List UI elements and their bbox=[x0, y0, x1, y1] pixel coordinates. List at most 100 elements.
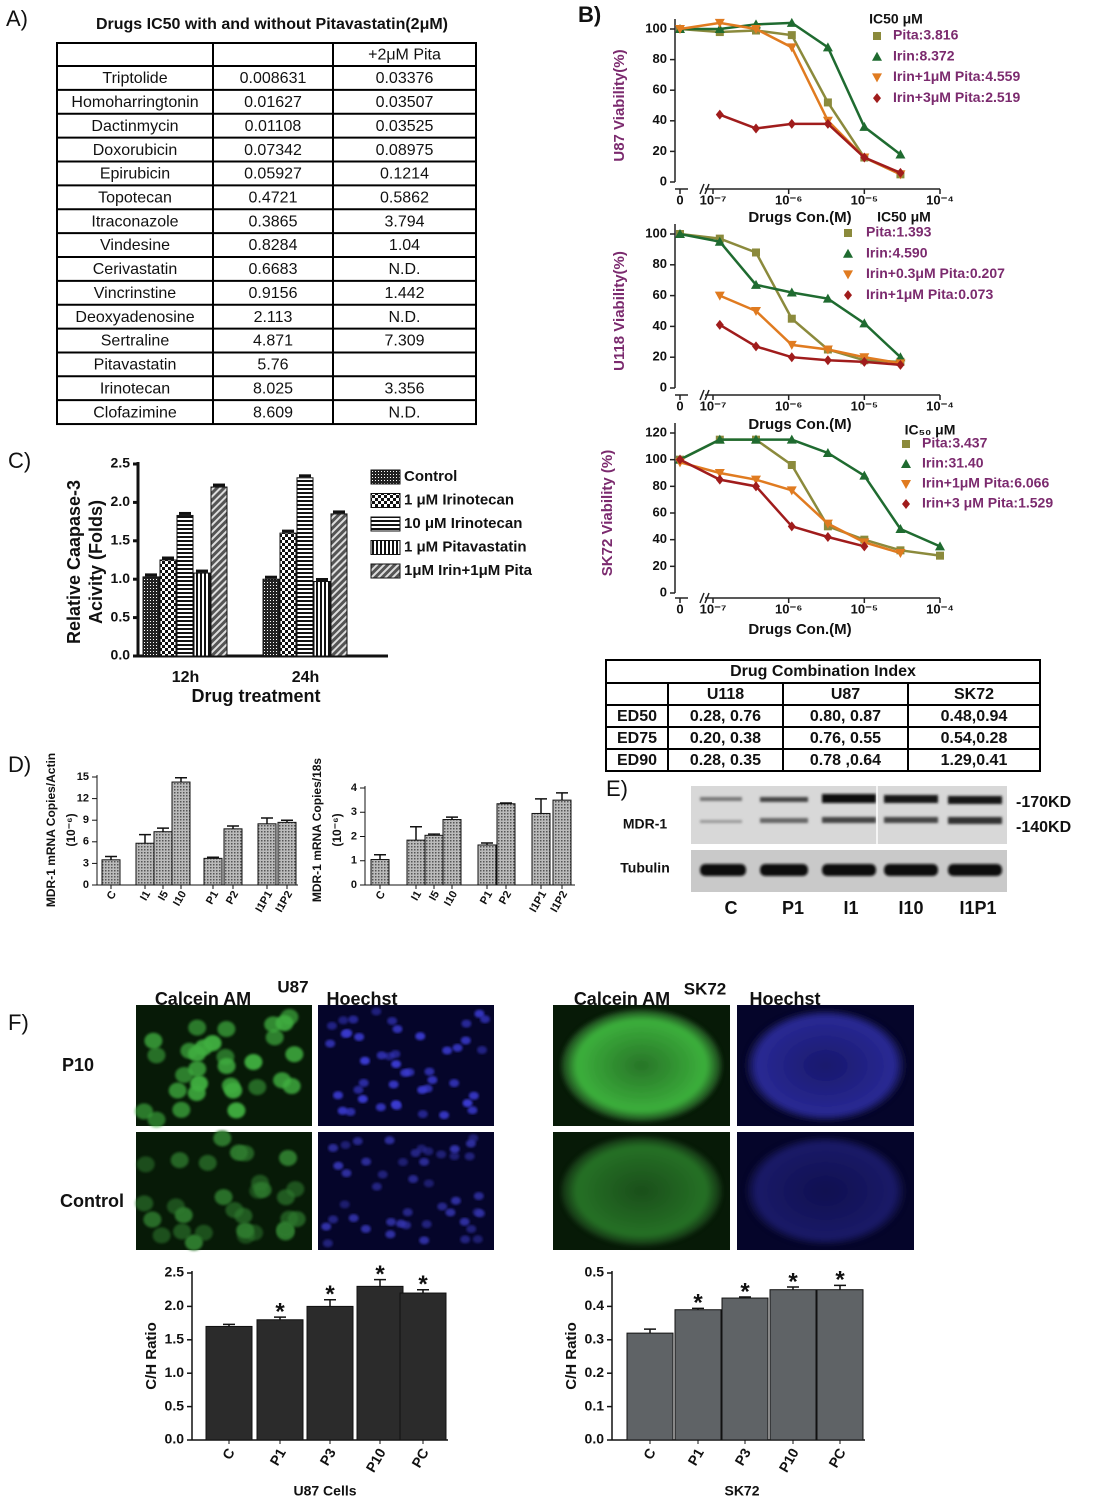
cell bbox=[229, 1144, 248, 1161]
legend-marker bbox=[844, 229, 852, 237]
y-tick-label: 60 bbox=[653, 287, 667, 302]
series-line bbox=[719, 294, 901, 365]
y-tick-label: 60 bbox=[653, 82, 667, 97]
cell bbox=[465, 1139, 476, 1148]
marker bbox=[823, 98, 832, 107]
cell bbox=[173, 1223, 192, 1240]
table-cell: 3.794 bbox=[384, 213, 424, 230]
bar bbox=[399, 1292, 447, 1441]
y-tick-label: 2.0 bbox=[111, 493, 131, 509]
cell bbox=[450, 1196, 461, 1205]
bar bbox=[210, 486, 228, 657]
cell bbox=[188, 1019, 207, 1036]
series-line bbox=[679, 27, 901, 176]
x-tick-label: 0 bbox=[676, 398, 683, 413]
cell bbox=[419, 1157, 430, 1166]
series-line bbox=[679, 438, 941, 557]
cell bbox=[213, 1130, 232, 1147]
cell bbox=[273, 1072, 292, 1089]
y-axis-label: U118 Viability(%) bbox=[611, 251, 628, 371]
bar bbox=[626, 1332, 674, 1441]
cell bbox=[468, 1091, 479, 1100]
channel-label: Calcein AM bbox=[155, 989, 251, 1009]
marker bbox=[895, 524, 906, 533]
y-tick-label: 20 bbox=[653, 143, 667, 158]
y-tick-label: 0.0 bbox=[111, 647, 131, 663]
cell bbox=[285, 1046, 304, 1063]
bar bbox=[277, 821, 297, 886]
row-label: Control bbox=[60, 1191, 124, 1211]
table-cell: 0.8284 bbox=[249, 237, 298, 254]
cell bbox=[152, 1227, 171, 1244]
cell bbox=[436, 1150, 447, 1159]
x-tick-label: 10⁻⁶ bbox=[775, 192, 802, 207]
cell bbox=[462, 1099, 473, 1108]
cell bbox=[419, 1236, 430, 1245]
cell bbox=[480, 1015, 491, 1024]
x-tick-label: PC bbox=[408, 1445, 432, 1470]
x-tick-label: P1 bbox=[266, 1445, 289, 1468]
x-tick-label: 10⁻⁷ bbox=[700, 398, 727, 413]
marker bbox=[860, 541, 869, 552]
x-tick-label: 10⁻⁵ bbox=[851, 601, 878, 616]
cell bbox=[360, 1224, 371, 1233]
bar bbox=[257, 823, 277, 886]
marker bbox=[896, 167, 905, 178]
y-tick-label: 0.2 bbox=[585, 1364, 605, 1380]
significance: * bbox=[325, 1281, 335, 1308]
cell bbox=[214, 1189, 233, 1206]
table-cell: 0.76, 0.55 bbox=[810, 730, 881, 747]
series-line bbox=[719, 323, 901, 367]
marker bbox=[750, 307, 761, 316]
cell bbox=[275, 1015, 294, 1032]
cell bbox=[402, 1208, 413, 1217]
legend-marker bbox=[843, 248, 853, 258]
legend-marker bbox=[873, 93, 881, 104]
table-cell: ED90 bbox=[617, 752, 657, 769]
y-tick-label: 100 bbox=[645, 451, 667, 466]
axis-break bbox=[699, 389, 705, 401]
y-axis-label: C/H Ratio bbox=[143, 1322, 160, 1390]
legend-label: Irin+3 μM Pita:1.529 bbox=[922, 495, 1053, 511]
legend-title: IC50 μM bbox=[877, 209, 931, 225]
table-cell: Pitavastatin bbox=[94, 357, 177, 374]
micrograph bbox=[318, 1132, 494, 1250]
error-bar bbox=[739, 1296, 751, 1299]
marker bbox=[822, 519, 833, 529]
marker bbox=[714, 291, 725, 301]
legend-label: Irin:31.40 bbox=[922, 455, 984, 471]
legend-title: IC50 μM bbox=[869, 11, 923, 27]
y-tick-label: 80 bbox=[653, 478, 667, 493]
significance: * bbox=[275, 1298, 285, 1325]
cell bbox=[442, 1046, 453, 1055]
table-cell: 0.4721 bbox=[249, 190, 298, 207]
significance: * bbox=[835, 1267, 845, 1294]
spheroid bbox=[745, 1136, 906, 1246]
axis-break bbox=[699, 592, 705, 604]
legend-label: Irin:8.372 bbox=[893, 47, 955, 63]
y-axis-label: U87 Viability(%) bbox=[611, 49, 628, 161]
cell bbox=[359, 1056, 370, 1065]
cell bbox=[392, 1025, 403, 1034]
table-cell: 0.03376 bbox=[376, 70, 434, 87]
marker bbox=[675, 229, 685, 238]
error-bar bbox=[139, 833, 151, 844]
cell bbox=[384, 1136, 395, 1145]
marker bbox=[895, 352, 906, 362]
y-tick-label: 3 bbox=[83, 857, 89, 869]
legend-swatch bbox=[370, 493, 401, 508]
cell bbox=[424, 1067, 435, 1076]
panel-label: B) bbox=[578, 2, 601, 27]
y-tick-label: 1.5 bbox=[165, 1331, 185, 1347]
blot-label: Tubulin bbox=[620, 860, 670, 876]
marker bbox=[860, 152, 869, 163]
table-cell: Irinotecan bbox=[100, 380, 170, 397]
table-cell: ED50 bbox=[617, 708, 657, 725]
table-title: Drug Combination Index bbox=[730, 663, 916, 680]
table-cell: Deoxyadenosine bbox=[75, 309, 194, 326]
marker bbox=[822, 448, 833, 457]
y-tick-label: 12 bbox=[77, 793, 89, 805]
cell bbox=[321, 1222, 332, 1231]
panel-label: C) bbox=[8, 448, 31, 473]
axis-break bbox=[704, 389, 710, 401]
